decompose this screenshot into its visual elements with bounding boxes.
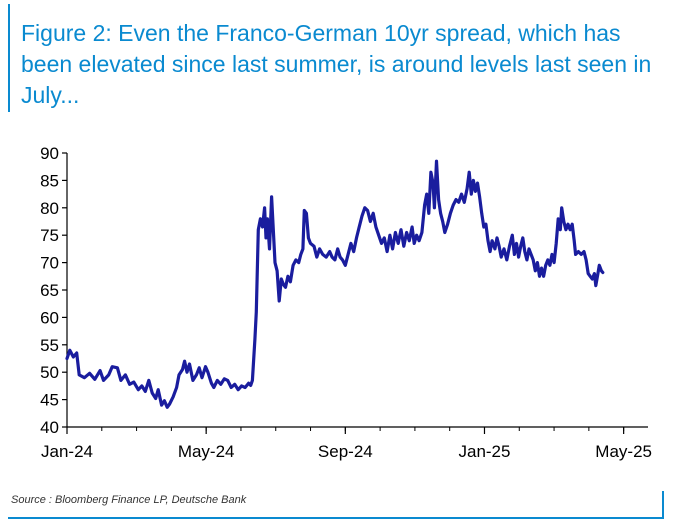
x-axis: Jan-24 May-24 Sep-24 Jan-25 May-25: [41, 426, 652, 461]
y-tick-label: 65: [40, 281, 59, 300]
chart-title: Figure 2: Even the Franco-German 10yr sp…: [21, 20, 652, 108]
y-tick-label: 45: [40, 391, 59, 410]
source-note: Source : Bloomberg Finance LP, Deutsche …: [11, 494, 247, 506]
y-tick-label: 50: [40, 363, 59, 382]
title-panel: Figure 2: Even the Franco-German 10yr sp…: [8, 4, 668, 112]
series-group: [65, 159, 605, 409]
line-chart: 40 45 50 55 60 65 70 75 80 85 90 Jan-24 May-24 Sep-2…: [40, 144, 652, 461]
y-tick-label: 70: [40, 254, 59, 273]
footer-divider: [8, 517, 664, 519]
y-tick-label: 80: [40, 199, 59, 218]
x-tick-label: Jan-25: [458, 442, 510, 461]
y-tick-label: 55: [40, 336, 59, 355]
y-axis: 40 45 50 55 60 65 70 75 80 85 90: [40, 144, 68, 437]
x-tick-label: May-25: [595, 442, 652, 461]
x-tick-label: Sep-24: [318, 442, 373, 461]
y-tick-label: 75: [40, 226, 59, 245]
y-tick-label: 40: [40, 418, 59, 437]
x-tick-label: Jan-24: [41, 442, 93, 461]
y-tick-label: 60: [40, 308, 59, 327]
x-tick-label: May-24: [178, 442, 235, 461]
y-tick-label: 85: [40, 171, 59, 190]
y-tick-label: 90: [40, 144, 59, 163]
series-line: [65, 159, 605, 409]
footer-divider-end: [662, 491, 664, 519]
